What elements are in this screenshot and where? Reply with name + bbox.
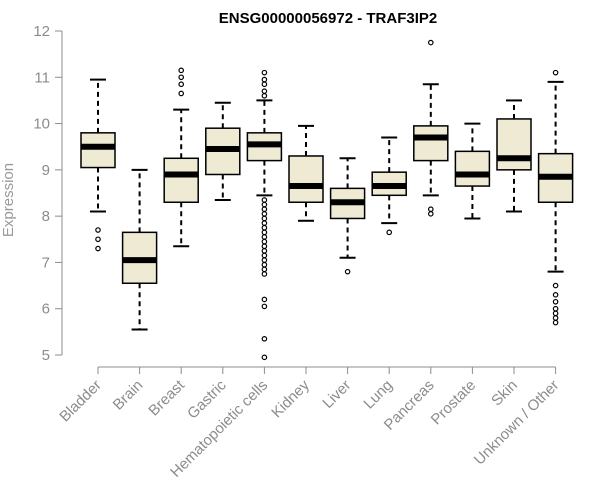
box-liver xyxy=(329,157,366,275)
outlier-point xyxy=(178,90,185,97)
box-iqr xyxy=(163,157,199,204)
outlier-point xyxy=(261,257,268,263)
outlier-point xyxy=(427,39,434,46)
outlier-point xyxy=(95,227,101,233)
outlier-point xyxy=(386,229,393,236)
box-iqr xyxy=(288,155,324,204)
outlier-point xyxy=(427,211,434,217)
outlier-point xyxy=(261,206,268,213)
outlier-point xyxy=(552,292,559,298)
outlier-point xyxy=(261,215,268,222)
outlier-point xyxy=(261,354,268,361)
outlier-point xyxy=(261,69,268,76)
outlier-point xyxy=(344,268,351,275)
outlier-point xyxy=(261,296,268,303)
box-kidney xyxy=(288,124,324,222)
outlier-point xyxy=(261,224,268,231)
y-tick-label: 6 xyxy=(42,301,50,318)
x-tick-label: Skin xyxy=(488,377,521,410)
y-tick-label: 8 xyxy=(42,208,50,225)
outlier-point xyxy=(552,310,559,317)
outlier-point xyxy=(427,206,434,213)
x-tick-label: Prostate xyxy=(428,377,480,429)
box-brain xyxy=(121,168,158,331)
outlier-point xyxy=(261,238,268,245)
chart-title: ENSG00000056972 - TRAF3IP2 xyxy=(219,10,437,27)
outlier-point xyxy=(95,236,101,243)
box-unknown-other xyxy=(537,69,574,326)
outlier-point xyxy=(552,298,559,305)
outlier-point xyxy=(261,243,268,250)
y-tick-label: 7 xyxy=(42,254,50,271)
box-bladder xyxy=(80,78,116,252)
outlier-point xyxy=(261,76,268,83)
outlier-point xyxy=(552,282,559,289)
y-axis: 5 6 7 8 9 10 11 12 xyxy=(33,23,63,364)
x-tick-label: Breast xyxy=(145,376,188,419)
outlier-point xyxy=(261,229,268,236)
outlier-point xyxy=(261,93,268,99)
outlier-point xyxy=(261,335,268,342)
outlier-point xyxy=(178,81,185,88)
outlier-point xyxy=(261,271,268,277)
box-iqr xyxy=(80,132,116,169)
x-tick-label: Brain xyxy=(110,377,147,414)
box-series xyxy=(80,39,574,361)
outlier-point xyxy=(261,248,268,254)
box-breast xyxy=(163,67,199,248)
outlier-point xyxy=(95,245,101,252)
outlier-point xyxy=(261,201,268,208)
y-tick-label: 10 xyxy=(33,116,50,133)
outlier-point xyxy=(552,305,559,312)
box-pancreas xyxy=(413,39,449,217)
outlier-point xyxy=(261,88,268,94)
outlier-point xyxy=(261,81,268,88)
box-skin xyxy=(496,99,532,213)
box-iqr xyxy=(454,150,491,187)
outlier-point xyxy=(261,303,268,310)
outlier-point xyxy=(552,319,559,326)
x-tick-label: Lung xyxy=(360,377,396,413)
box-lung xyxy=(371,136,407,236)
box-iqr xyxy=(496,118,532,171)
box-prostate xyxy=(454,122,491,220)
outlier-point xyxy=(552,69,559,76)
y-tick-label: 9 xyxy=(42,162,50,179)
y-tick-label: 12 xyxy=(33,23,50,40)
y-axis-label: Expression xyxy=(0,163,17,237)
outlier-point xyxy=(261,197,268,203)
outlier-point xyxy=(178,67,185,74)
outlier-point xyxy=(261,234,268,240)
outlier-point xyxy=(261,211,268,217)
outlier-point xyxy=(261,220,268,226)
box-iqr xyxy=(413,125,449,162)
y-tick-label: 5 xyxy=(42,347,50,364)
outlier-point xyxy=(261,252,268,259)
outlier-point xyxy=(552,315,559,321)
outlier-point xyxy=(261,261,268,268)
outlier-point xyxy=(261,266,268,273)
x-tick-label: Bladder xyxy=(56,377,105,426)
y-tick-label: 11 xyxy=(34,69,50,86)
outlier-point xyxy=(178,74,185,81)
box-hematopoietic-cells xyxy=(246,69,283,361)
x-tick-label: Kidney xyxy=(268,376,313,421)
x-tick-label: Liver xyxy=(319,377,354,412)
box-gastric xyxy=(205,101,241,201)
